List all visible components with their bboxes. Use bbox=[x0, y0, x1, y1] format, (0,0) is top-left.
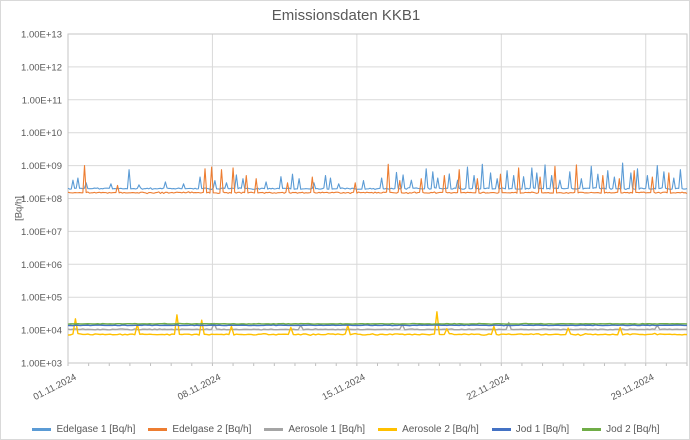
legend: Edelgase 1 [Bq/h] Edelgase 2 [Bq/h] Aeroso… bbox=[1, 424, 689, 435]
chart-title: Emissionsdaten KKB1 bbox=[271, 7, 421, 24]
y-tick-label: 1.00E+11 bbox=[22, 95, 62, 106]
series-line-aerosole-2-bq-h bbox=[67, 311, 688, 337]
legend-label: Jod 2 [Bq/h] bbox=[606, 424, 660, 435]
legend-swatch-aerosole-2-bq-h bbox=[378, 428, 398, 431]
legend-swatch-jod-1-bq-h bbox=[491, 428, 511, 431]
legend-label: Edelgase 2 [Bq/h] bbox=[172, 424, 252, 435]
series-line-aerosole-1-bq-h bbox=[67, 321, 688, 331]
series-line-edelgase-2-bq-h bbox=[67, 163, 688, 195]
y-tick-label: 1.00E+07 bbox=[21, 227, 62, 238]
series-line-jod-1-bq-h bbox=[67, 324, 688, 327]
x-tick-label: 29.11.2024 bbox=[609, 372, 656, 403]
legend-item-aerosole-1-bq-h: Aerosole 1 [Bq/h] bbox=[264, 424, 365, 435]
legend-swatch-aerosole-1-bq-h bbox=[264, 428, 284, 431]
legend-swatch-edelgase-1-bq-h bbox=[32, 428, 52, 431]
y-tick-label: 1.00E+12 bbox=[21, 62, 62, 73]
x-tick-label: 01.11.2024 bbox=[32, 372, 79, 403]
legend-label: Jod 1 [Bq/h] bbox=[515, 424, 570, 435]
plot-border bbox=[67, 33, 688, 364]
legend-item-edelgase-2-bq-h: Edelgase 2 [Bq/h] bbox=[148, 424, 251, 435]
y-tick-label: 1.00E+13 bbox=[21, 30, 62, 41]
legend-label: Aerosole 2 [Bq/h] bbox=[402, 424, 479, 435]
legend-item-aerosole-2-bq-h: Aerosole 2 [Bq/h] bbox=[378, 424, 479, 435]
y-tick-label: 1.00E+10 bbox=[21, 128, 62, 139]
y-tick-label: 1.00E+09 bbox=[21, 161, 62, 172]
x-tick-label: 22.11.2024 bbox=[465, 372, 512, 403]
x-tick-label: 08.11.2024 bbox=[176, 372, 223, 403]
x-tick-label: 15.11.2024 bbox=[320, 372, 367, 403]
legend-swatch-jod-2-bq-h bbox=[582, 428, 602, 431]
series-line-jod-2-bq-h bbox=[67, 322, 688, 325]
legend-item-edelgase-1-bq-h: Edelgase 1 [Bq/h] bbox=[32, 424, 135, 435]
legend-item-jod-2-bq-h: Jod 2 [Bq/h] bbox=[582, 424, 660, 435]
series-line-edelgase-1-bq-h bbox=[67, 162, 688, 191]
y-tick-label: 1.00E+04 bbox=[21, 326, 62, 337]
legend-label: Edelgase 1 [Bq/h] bbox=[56, 424, 136, 435]
y-tick-label: 1.00E+05 bbox=[21, 293, 62, 304]
legend-item-jod-1-bq-h: Jod 1 [Bq/h] bbox=[491, 424, 570, 435]
legend-swatch-edelgase-2-bq-h bbox=[148, 428, 168, 431]
y-tick-label: 1.00E+08 bbox=[21, 194, 62, 205]
legend-label: Aerosole 1 [Bq/h] bbox=[288, 424, 366, 435]
y-tick-label: 1.00E+06 bbox=[21, 260, 62, 271]
y-tick-label: 1.00E+03 bbox=[21, 359, 62, 370]
